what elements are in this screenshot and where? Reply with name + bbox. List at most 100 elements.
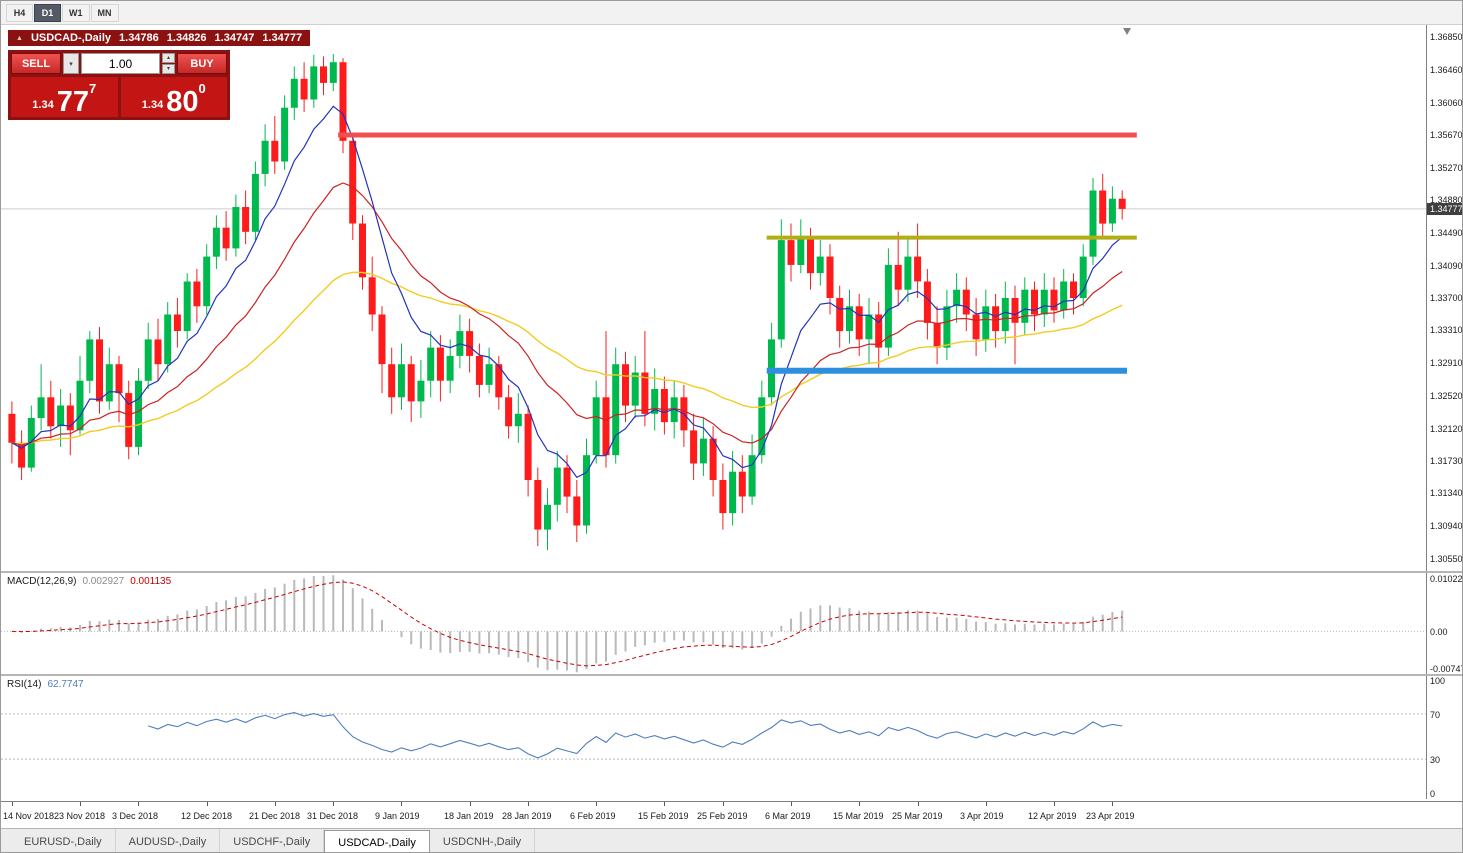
- date-axis-label: 15 Feb 2019: [638, 811, 689, 821]
- price-axis-label: 1.36460: [1430, 65, 1463, 75]
- rsi-panel: RSI(14) 62.7747: [1, 676, 1426, 799]
- date-tick: [664, 802, 665, 806]
- buy-button[interactable]: BUY: [177, 53, 227, 74]
- date-axis-label: 23 Nov 2018: [54, 811, 106, 821]
- date-axis-label: 14 Nov 2018: [3, 811, 55, 821]
- timeframe-button-h4[interactable]: H4: [6, 3, 33, 22]
- price-axis-label: 1.36060: [1430, 98, 1463, 108]
- timeframe-button-w1[interactable]: W1: [62, 3, 90, 22]
- chart-tab-audusd-daily[interactable]: AUDUSD-,Daily: [116, 829, 221, 852]
- sell-price-tile[interactable]: 1.34 77 7: [11, 77, 118, 117]
- date-tick: [1054, 802, 1055, 806]
- buy-price-main: 80: [166, 85, 199, 118]
- macd-chart[interactable]: [1, 573, 1426, 674]
- macd-axis[interactable]: 0.010229 0.00 -0.00747: [1426, 573, 1462, 674]
- date-axis-label: 6 Feb 2019: [570, 811, 616, 821]
- rsi-chart[interactable]: [1, 676, 1426, 799]
- date-axis-label: 3 Apr 2019: [960, 811, 1004, 821]
- date-tick: [596, 802, 597, 806]
- candles-layer: [8, 54, 1126, 551]
- chart-tabs-bar: EURUSD-,Daily AUDUSD-,Daily USDCHF-,Daily U…: [1, 828, 1462, 852]
- sell-price-pip: 7: [88, 81, 97, 96]
- date-tick: [275, 802, 276, 806]
- date-tick: [791, 802, 792, 806]
- panel-splitter[interactable]: [1, 571, 1462, 573]
- date-axis-label: 18 Jan 2019: [444, 811, 494, 821]
- macd-axis-label: 0.00: [1430, 627, 1448, 637]
- buy-price-tile[interactable]: 1.34 80 0: [120, 77, 227, 118]
- date-tick: [138, 802, 139, 806]
- date-tick: [207, 802, 208, 806]
- macd-value-main: 0.002927: [82, 576, 125, 587]
- macd-histogram: [20, 575, 1124, 673]
- date-axis-label: 15 Mar 2019: [833, 811, 884, 821]
- buy-price-pip: 0: [198, 81, 206, 96]
- rsi-axis-label: 0: [1430, 789, 1436, 799]
- date-axis-label: 25 Feb 2019: [697, 811, 748, 821]
- buy-price-prefix: 1.34: [141, 99, 164, 111]
- macd-header: MACD(12,26,9) 0.002927 0.001135: [7, 576, 177, 587]
- chart-tab-usdcad-daily[interactable]: USDCAD-,Daily: [324, 830, 430, 852]
- rsi-header: RSI(14) 62.7747: [7, 679, 90, 690]
- timeframe-button-mn[interactable]: MN: [90, 3, 119, 22]
- price-high: 1.34826: [166, 32, 207, 44]
- lot-dropdown-button[interactable]: ▾: [63, 53, 79, 74]
- lot-increment-button[interactable]: ▴: [162, 53, 175, 63]
- price-axis-label: 1.35270: [1430, 163, 1463, 173]
- one-click-trading-panel: SELL ▾ ▴ ▾ BUY 1.34 77 7 1.34 80 0: [8, 50, 230, 120]
- timeframe-button-d1[interactable]: D1: [34, 3, 61, 22]
- price-axis-label: 1.34490: [1430, 228, 1463, 238]
- price-axis-label: 1.35670: [1430, 130, 1463, 140]
- rsi-value: 62.7747: [47, 679, 84, 690]
- date-axis[interactable]: 14 Nov 2018 23 Nov 2018 3 Dec 2018 12 Dec 2…: [1, 801, 1462, 829]
- date-tick: [333, 802, 334, 806]
- date-tick: [859, 802, 860, 806]
- date-tick: [80, 802, 81, 806]
- chart-tab-usdcnh-daily[interactable]: USDCNH-,Daily: [430, 829, 536, 852]
- date-tick: [723, 802, 724, 806]
- date-tick: [986, 802, 987, 806]
- rsi-axis-label: 70: [1430, 710, 1441, 720]
- price-open: 1.34786: [119, 32, 159, 44]
- rsi-axis[interactable]: 100 70 30 0: [1426, 676, 1462, 799]
- price-axis-label: 1.31730: [1430, 456, 1463, 466]
- date-axis-label: 3 Dec 2018: [112, 811, 159, 821]
- sell-price-prefix: 1.34: [32, 99, 54, 111]
- date-tick: [528, 802, 529, 806]
- price-axis[interactable]: 1.36850 1.36460 1.36060 1.35670 1.35270 1.348…: [1426, 25, 1463, 571]
- price-axis-label: 1.34880: [1430, 195, 1463, 205]
- main-chart-panel: ▲ USDCAD-,Daily 1.34786 1.34826 1.34747 …: [1, 25, 1426, 571]
- rsi-axis-label: 30: [1430, 755, 1441, 765]
- date-tick: [401, 802, 402, 806]
- sell-price-main: 77: [56, 85, 89, 118]
- price-low: 1.34747: [214, 32, 255, 44]
- sell-button[interactable]: SELL: [11, 53, 61, 74]
- panel-splitter[interactable]: [1, 674, 1462, 676]
- date-tick: [12, 802, 13, 806]
- candlestick-chart[interactable]: [1, 25, 1426, 571]
- price-axis-label: 1.30940: [1430, 521, 1463, 531]
- date-axis-label: 28 Jan 2019: [502, 811, 552, 821]
- date-axis-label: 31 Dec 2018: [307, 811, 359, 821]
- chart-tab-eurusd-daily[interactable]: EURUSD-,Daily: [11, 829, 116, 852]
- date-tick: [1112, 802, 1113, 806]
- rsi-label: RSI(14): [7, 679, 42, 690]
- price-axis-label: 1.33700: [1430, 293, 1463, 303]
- price-axis-label: 1.30550: [1430, 554, 1463, 564]
- macd-value-signal: 0.001135: [130, 576, 172, 587]
- date-axis-label: 9 Jan 2019: [375, 811, 420, 821]
- date-axis-label: 23 Apr 2019: [1086, 811, 1135, 821]
- price-axis-label: 1.36850: [1430, 32, 1463, 42]
- chart-tab-usdchf-daily[interactable]: USDCHF-,Daily: [220, 829, 325, 852]
- chart-title: USDCAD-,Daily: [30, 32, 112, 44]
- date-axis-label: 25 Mar 2019: [892, 811, 943, 821]
- lot-decrement-button[interactable]: ▾: [162, 64, 175, 74]
- price-axis-label: 1.32120: [1430, 424, 1463, 434]
- collapse-arrow-icon[interactable]: ▲: [16, 34, 23, 42]
- price-axis-label: 1.33310: [1430, 325, 1463, 335]
- date-axis-label: 12 Apr 2019: [1028, 811, 1077, 821]
- macd-label: MACD(12,26,9): [7, 576, 77, 587]
- date-axis-label: 6 Mar 2019: [765, 811, 811, 821]
- date-tick: [470, 802, 471, 806]
- lot-size-input[interactable]: [81, 53, 160, 74]
